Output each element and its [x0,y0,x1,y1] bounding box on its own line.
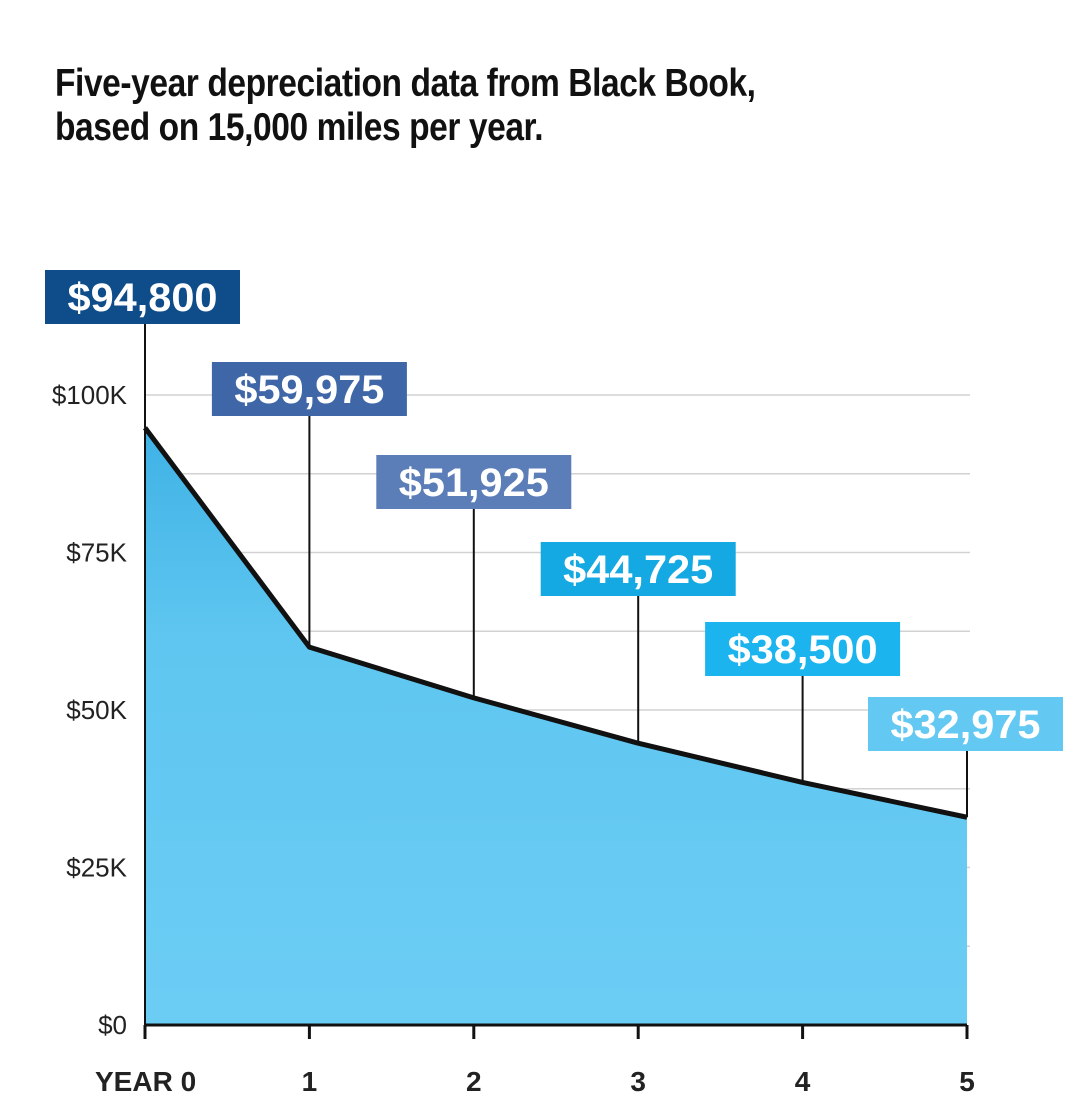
x-tick-label: 3 [630,1066,646,1097]
series-line [142,426,968,820]
chart-title: Five-year depreciation data from Black B… [55,62,756,149]
x-tick-label: 2 [466,1066,482,1097]
x-tick-label: 1 [302,1066,318,1097]
area-fill [145,427,967,1025]
series-line-path [142,426,968,820]
data-label-box [45,270,240,324]
x-tick-label: YEAR 0 [95,1066,196,1097]
y-tick-label: $100K [52,380,128,410]
data-label-box [868,697,1063,751]
y-tick-labels: $0 $25K $50K $75K $100K [52,380,128,1040]
x-tick-labels: YEAR 0 1 2 3 4 5 [95,1066,975,1097]
data-label: $38,500 [728,628,878,672]
x-tick-label: 4 [795,1066,811,1097]
data-label: $51,925 [399,461,549,505]
y-tick-label: $0 [98,1010,127,1040]
data-label-box [376,455,572,509]
x-tick-label: 5 [959,1066,975,1097]
area-region [145,427,967,1025]
y-tick-label: $25K [66,853,127,883]
y-tick-label: $50K [66,695,127,725]
label-leader-lines [144,324,968,818]
data-label-box [540,542,736,596]
data-label-box [705,622,901,676]
data-label-box [211,362,407,416]
data-label: $44,725 [563,548,713,592]
data-label: $94,800 [68,276,218,320]
axes [143,427,969,1039]
data-label: $32,975 [891,703,1041,747]
y-tick-label: $75K [66,538,127,568]
data-labels: $94,800 $59,975 $51,925 $44,725 $38,500 $32,9… [45,270,1063,751]
data-label: $59,975 [234,368,384,412]
